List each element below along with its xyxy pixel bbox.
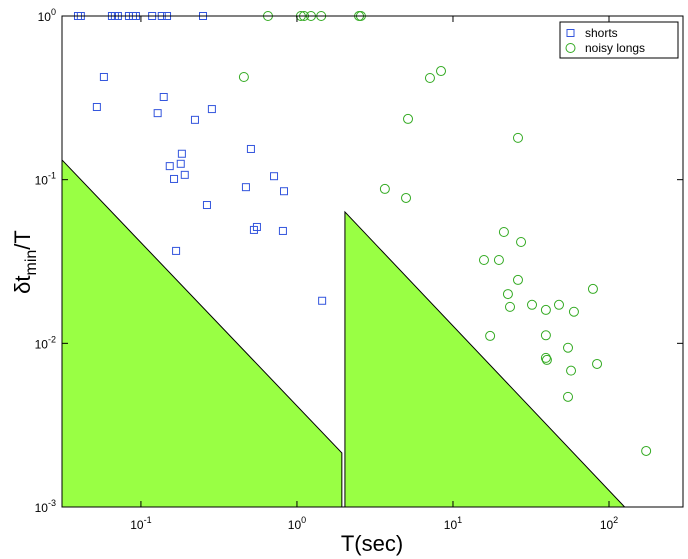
- point: [177, 149, 186, 158]
- point: [540, 330, 551, 341]
- point: [436, 66, 447, 77]
- tick-label: 100: [288, 515, 306, 532]
- tick-label: 101: [444, 515, 462, 532]
- legend-box: [559, 21, 679, 59]
- point: [512, 274, 523, 285]
- point: [424, 73, 435, 84]
- point: [540, 304, 551, 315]
- point: [246, 144, 255, 153]
- tick-exponent: -1: [48, 171, 56, 181]
- tick-exponent: -2: [48, 334, 56, 344]
- point: [180, 170, 189, 179]
- tick-base: 10: [35, 337, 49, 351]
- tick-label: 10-1: [130, 515, 151, 532]
- legend-label: shorts: [585, 26, 618, 40]
- plot-frame: [61, 15, 684, 508]
- point: [92, 102, 101, 111]
- point: [502, 289, 513, 300]
- point: [241, 183, 250, 192]
- point: [252, 222, 261, 231]
- tick-exponent: 0: [301, 515, 306, 525]
- point: [170, 174, 179, 183]
- tick-base: 10: [600, 518, 614, 532]
- point: [553, 299, 564, 310]
- point: [516, 237, 527, 248]
- point: [176, 159, 185, 168]
- y-label-sub: min: [23, 250, 40, 276]
- point: [568, 306, 579, 317]
- point: [99, 72, 108, 81]
- point: [159, 92, 168, 101]
- tick-base: 10: [288, 518, 302, 532]
- point: [540, 352, 551, 363]
- point: [498, 226, 509, 237]
- point: [318, 296, 327, 305]
- point: [527, 299, 538, 310]
- point: [592, 358, 603, 369]
- y-label-main: δt: [10, 275, 35, 293]
- point: [153, 109, 162, 118]
- point: [563, 342, 574, 353]
- point: [190, 115, 199, 124]
- point: [207, 105, 216, 114]
- legend-marker: [565, 43, 576, 53]
- tick-base: 10: [444, 518, 458, 532]
- point: [202, 201, 211, 210]
- tick-exponent: -3: [48, 498, 56, 508]
- point: [563, 391, 574, 402]
- tick-exponent: -1: [144, 515, 152, 525]
- tick-base: 10: [35, 174, 49, 188]
- point: [401, 192, 412, 203]
- point: [641, 445, 652, 456]
- tick-base: 10: [130, 518, 144, 532]
- point: [172, 246, 181, 255]
- x-axis-label: T(sec): [341, 531, 403, 556]
- point: [278, 226, 287, 235]
- point: [587, 283, 598, 294]
- tick-label: 10-3: [35, 498, 56, 515]
- point: [566, 365, 577, 376]
- point: [379, 183, 390, 194]
- y-label-end: /T: [10, 230, 35, 250]
- tick-base: 10: [35, 501, 49, 515]
- tick-label: 102: [600, 515, 618, 532]
- shaded-region: [61, 158, 343, 508]
- point: [505, 301, 516, 312]
- point: [541, 354, 552, 365]
- tick-label: 10-1: [35, 171, 56, 188]
- tick-exponent: 1: [457, 515, 462, 525]
- shaded-region: [344, 210, 626, 508]
- tick-exponent: 0: [51, 7, 56, 17]
- tick-label: 10-2: [35, 334, 56, 351]
- tick-label: 100: [38, 7, 56, 24]
- point: [270, 172, 279, 181]
- point: [485, 330, 496, 341]
- legend-marker: [566, 29, 575, 37]
- point: [280, 187, 289, 196]
- point: [478, 254, 489, 265]
- point: [165, 162, 174, 171]
- point: [512, 132, 523, 143]
- tick-exponent: 2: [613, 515, 618, 525]
- regions: [61, 158, 626, 508]
- legend-label: noisy longs: [585, 41, 645, 55]
- point: [493, 254, 504, 265]
- point: [403, 113, 414, 124]
- tick-base: 10: [38, 10, 52, 24]
- y-axis-label: δtmin/T: [10, 230, 40, 294]
- point: [238, 71, 249, 82]
